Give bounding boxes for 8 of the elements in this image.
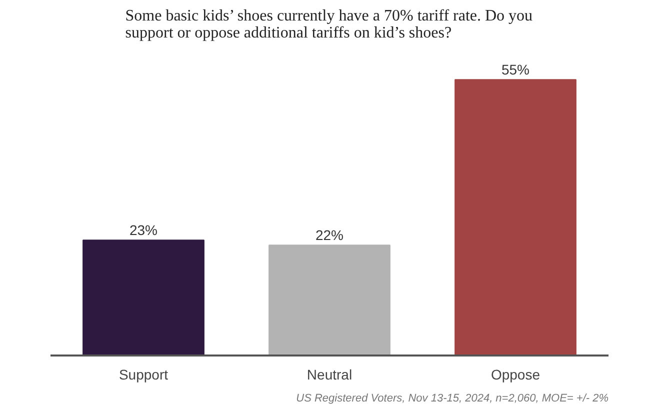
text: US Registered Voters, Nov 13-15, 2024, n=2,060, MOE= +/- 2% <box>296 392 609 404</box>
data-label: 55% <box>501 62 530 78</box>
data-label: 22% <box>315 227 344 244</box>
x-tick-label: Support <box>118 366 168 382</box>
data-label: 23% <box>129 222 158 238</box>
x-tick-label: Oppose <box>490 366 540 382</box>
chart-title: Some basic kids’ shoes currently have a 70% tariff rate. Do you support or oppose additional tariffs on kid’s shoes? <box>125 8 533 42</box>
x-tick-label: Neutral <box>306 366 352 382</box>
